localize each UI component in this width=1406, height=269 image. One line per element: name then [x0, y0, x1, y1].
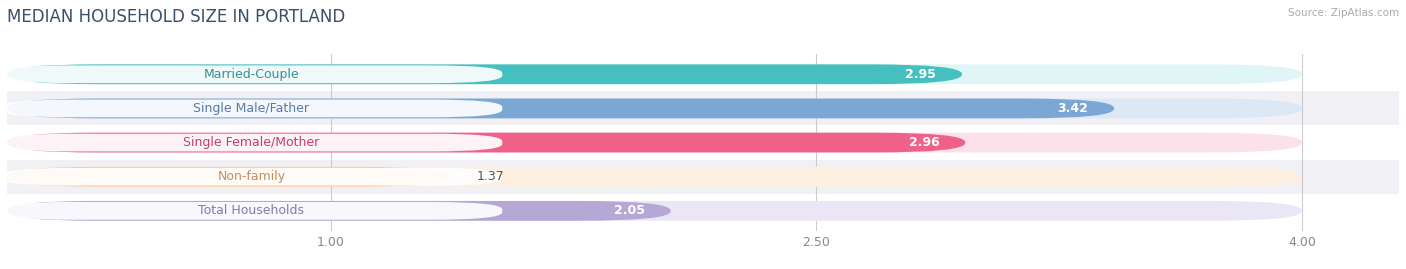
FancyBboxPatch shape [7, 91, 1399, 126]
Text: Single Male/Father: Single Male/Father [194, 102, 309, 115]
Text: 2.96: 2.96 [908, 136, 939, 149]
FancyBboxPatch shape [0, 202, 502, 220]
FancyBboxPatch shape [7, 160, 1399, 194]
Text: 3.42: 3.42 [1057, 102, 1088, 115]
FancyBboxPatch shape [7, 167, 450, 187]
FancyBboxPatch shape [0, 134, 502, 151]
FancyBboxPatch shape [0, 168, 502, 186]
Text: Single Female/Mother: Single Female/Mother [183, 136, 319, 149]
Text: Non-family: Non-family [218, 170, 285, 183]
FancyBboxPatch shape [7, 133, 965, 153]
FancyBboxPatch shape [0, 65, 502, 83]
FancyBboxPatch shape [7, 133, 1302, 153]
Text: Source: ZipAtlas.com: Source: ZipAtlas.com [1288, 8, 1399, 18]
Text: 2.95: 2.95 [905, 68, 936, 81]
FancyBboxPatch shape [7, 98, 1302, 118]
Text: Total Households: Total Households [198, 204, 305, 217]
FancyBboxPatch shape [7, 201, 1302, 221]
Text: 2.05: 2.05 [614, 204, 645, 217]
FancyBboxPatch shape [7, 64, 1302, 84]
FancyBboxPatch shape [7, 98, 1114, 118]
FancyBboxPatch shape [7, 201, 671, 221]
Text: MEDIAN HOUSEHOLD SIZE IN PORTLAND: MEDIAN HOUSEHOLD SIZE IN PORTLAND [7, 8, 346, 26]
FancyBboxPatch shape [7, 167, 1302, 187]
Text: Married-Couple: Married-Couple [204, 68, 299, 81]
Text: 1.37: 1.37 [477, 170, 505, 183]
FancyBboxPatch shape [7, 64, 962, 84]
FancyBboxPatch shape [0, 100, 502, 117]
